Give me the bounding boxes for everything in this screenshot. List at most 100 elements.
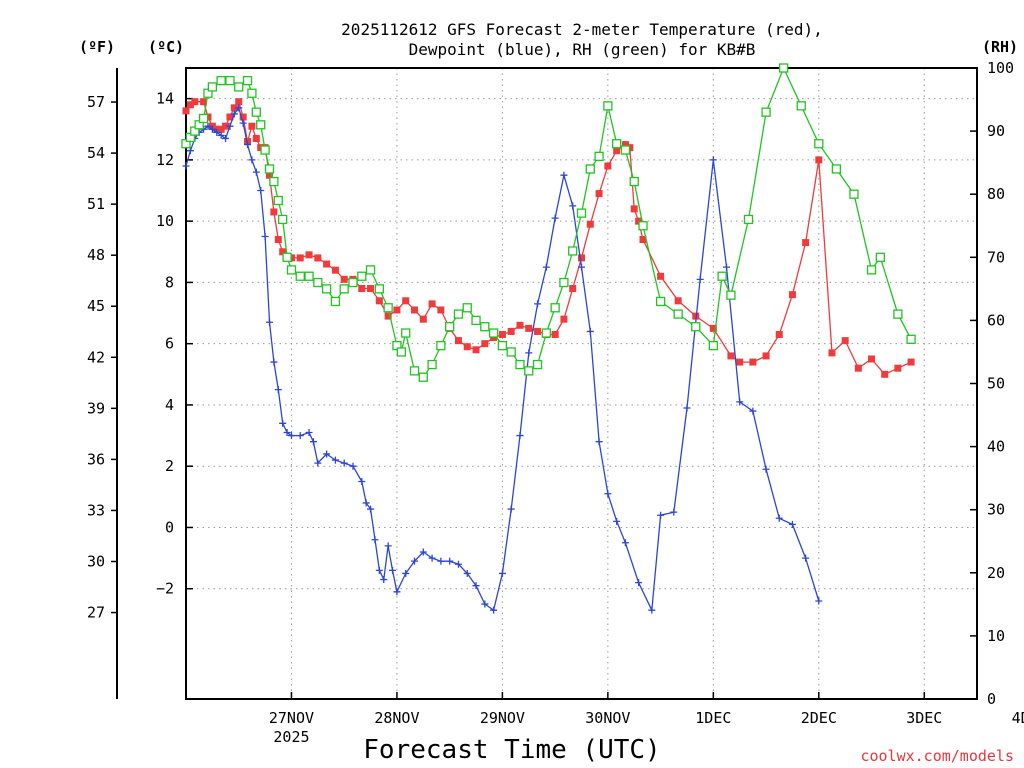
data-point xyxy=(216,75,226,86)
data-point xyxy=(411,306,419,314)
data-point xyxy=(384,312,392,320)
data-point xyxy=(239,113,247,121)
fahrenheit-tick-label: 27 xyxy=(87,604,105,622)
data-point xyxy=(648,606,656,614)
data-point xyxy=(657,272,665,280)
data-point xyxy=(257,187,265,195)
data-point xyxy=(788,291,796,299)
data-point xyxy=(673,309,683,319)
data-point xyxy=(525,349,533,357)
fahrenheit-tick-label: 57 xyxy=(87,93,105,111)
data-point xyxy=(506,347,516,357)
data-point xyxy=(569,285,577,293)
data-point xyxy=(894,364,902,372)
data-point xyxy=(576,208,587,218)
data-point xyxy=(235,104,243,112)
data-point xyxy=(604,162,612,170)
data-point xyxy=(907,358,915,366)
data-point xyxy=(488,328,499,338)
data-point xyxy=(323,260,331,268)
data-point xyxy=(200,98,208,106)
celsius-tick-label: −2 xyxy=(156,580,174,598)
chart-title: 2025112612 GFS Forecast 2-meter Temperat… xyxy=(341,20,823,39)
data-point xyxy=(524,366,534,376)
rh-tick-label: 60 xyxy=(987,311,1005,329)
celsius-tick-label: 0 xyxy=(165,518,174,536)
data-point xyxy=(578,254,585,262)
data-point xyxy=(630,205,638,213)
data-point xyxy=(313,277,323,288)
data-point xyxy=(314,459,322,467)
rh-tick-label: 100 xyxy=(987,59,1014,77)
data-point xyxy=(498,330,506,338)
data-point xyxy=(428,554,436,562)
data-point xyxy=(208,125,216,133)
data-point xyxy=(814,139,824,149)
data-point xyxy=(472,582,480,590)
data-point xyxy=(480,322,490,332)
data-point xyxy=(225,75,235,86)
data-point xyxy=(371,536,379,544)
time-tick-label: 1DEC xyxy=(695,709,731,727)
data-point xyxy=(815,156,823,164)
data-point xyxy=(723,263,731,271)
data-point xyxy=(418,372,428,382)
plot-frame xyxy=(185,67,978,700)
data-point xyxy=(507,505,515,513)
data-point xyxy=(603,101,613,111)
data-point xyxy=(428,300,436,308)
data-point xyxy=(230,104,238,112)
data-point xyxy=(638,221,648,231)
data-point xyxy=(278,214,288,225)
data-point xyxy=(717,271,727,281)
data-point xyxy=(305,429,313,437)
data-point xyxy=(198,113,209,124)
data-point xyxy=(674,297,682,305)
data-point xyxy=(265,318,273,326)
data-point xyxy=(463,343,471,351)
data-point xyxy=(802,239,810,247)
series-rh xyxy=(181,63,916,382)
celsius-tick-label: 6 xyxy=(165,335,174,353)
data-point xyxy=(365,265,376,275)
data-point xyxy=(256,120,266,130)
data-point xyxy=(490,606,498,614)
data-point xyxy=(534,300,542,308)
data-point xyxy=(551,214,559,222)
data-point xyxy=(323,450,331,458)
fahrenheit-axis-label: (ºF) xyxy=(79,38,115,56)
series-line xyxy=(185,106,820,613)
fahrenheit-tick-label: 45 xyxy=(87,297,105,315)
celsius-tick-label: 8 xyxy=(165,273,174,291)
fahrenheit-tick-label: 33 xyxy=(87,501,105,519)
celsius-tick-label: 10 xyxy=(156,212,174,230)
data-point xyxy=(866,265,877,275)
data-point xyxy=(349,462,357,470)
rh-tick-label: 0 xyxy=(987,690,996,708)
x-axis-label: Forecast Time (UTC) xyxy=(363,735,660,765)
data-point xyxy=(273,195,283,206)
data-point xyxy=(265,171,273,179)
data-point xyxy=(340,459,348,467)
data-point xyxy=(375,566,383,574)
data-point xyxy=(207,82,218,92)
data-point xyxy=(251,107,261,117)
data-point xyxy=(186,101,194,109)
data-point xyxy=(788,520,796,528)
data-point xyxy=(217,125,225,133)
data-point xyxy=(244,141,252,149)
data-point xyxy=(226,113,234,121)
data-point xyxy=(222,134,230,142)
data-point xyxy=(330,296,341,307)
data-point xyxy=(507,327,515,335)
time-tick-label: 28NOV xyxy=(374,709,419,727)
data-point xyxy=(286,265,297,275)
data-point xyxy=(362,499,370,507)
data-point xyxy=(849,189,859,199)
data-point xyxy=(762,352,770,360)
time-tick-sublabel: 2025 xyxy=(273,728,309,746)
data-point xyxy=(264,164,275,174)
data-point xyxy=(331,266,339,274)
data-point xyxy=(497,340,508,351)
data-point xyxy=(568,246,578,256)
